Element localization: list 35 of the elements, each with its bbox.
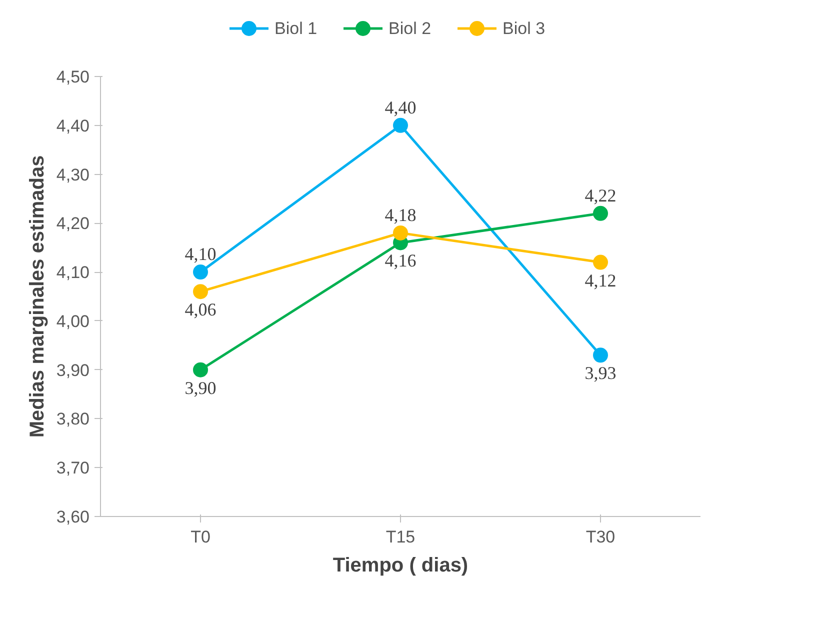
- y-tick-label: 4,50: [56, 68, 90, 86]
- y-tick-label: 4,30: [56, 165, 90, 184]
- x-axis-title: Tiempo ( dias): [332, 554, 468, 576]
- data-label: 3,93: [584, 363, 616, 384]
- data-label: 4,18: [384, 204, 416, 225]
- data-label: 4,40: [384, 97, 416, 118]
- data-label: 4,12: [584, 270, 616, 290]
- point: [593, 348, 608, 363]
- data-label: 4,10: [184, 244, 216, 264]
- y-tick-label: 4,20: [56, 214, 90, 234]
- point: [593, 254, 608, 270]
- y-tick-label: 3,80: [56, 410, 90, 429]
- data-label: 3,90: [184, 378, 216, 398]
- point: [193, 264, 208, 280]
- x-tick-label: T15: [386, 528, 416, 546]
- data-label: 4,16: [384, 250, 416, 271]
- y-tick-label: 3,70: [56, 458, 90, 478]
- y-tick-label: 4,00: [56, 312, 90, 331]
- y-tick-label: 4,40: [56, 116, 90, 136]
- y-tick-label: 3,60: [56, 508, 90, 526]
- y-tick-label: 3,90: [56, 360, 90, 380]
- x-tick-label: T0: [190, 528, 210, 546]
- x-tick-label: T30: [586, 528, 616, 546]
- y-axis-title: Medias marginales estimadas: [26, 155, 48, 438]
- point: [393, 118, 408, 133]
- legend-label: Biol 2: [388, 19, 432, 38]
- point: [193, 284, 208, 300]
- legend-label: Biol 3: [502, 19, 546, 38]
- point: [593, 206, 608, 221]
- point: [193, 362, 208, 378]
- point: [393, 225, 408, 240]
- data-label: 4,06: [184, 300, 216, 320]
- data-label: 4,22: [584, 185, 616, 206]
- y-tick-label: 4,10: [56, 263, 90, 282]
- legend-label: Biol 1: [274, 19, 318, 38]
